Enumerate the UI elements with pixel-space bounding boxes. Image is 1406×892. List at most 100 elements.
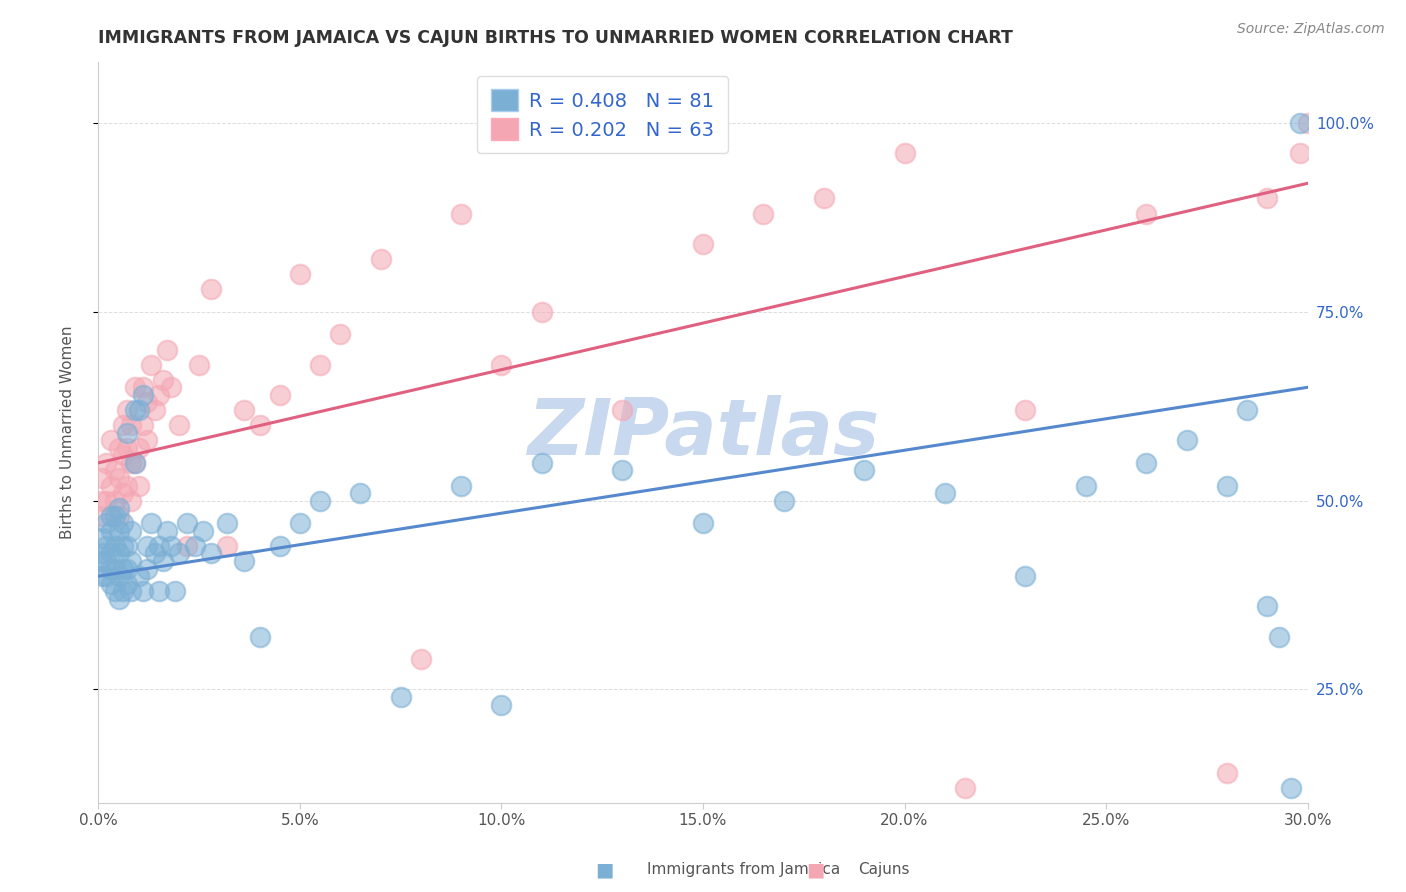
Text: ■: ■ [595,860,614,880]
Point [107,547,129,561]
Point [1074,478,1097,492]
Point [111,418,134,433]
Point [128,403,150,417]
Y-axis label: Births to Unmarried Women: Births to Unmarried Women [60,326,75,540]
Point [132,418,155,433]
Point [1175,433,1198,447]
Point [1256,599,1278,614]
Point [91,532,114,546]
Point [96,554,118,568]
Point [115,425,138,440]
Legend: R = 0.408   N = 81, R = 0.202   N = 63: R = 0.408 N = 81, R = 0.202 N = 63 [477,76,728,153]
Point [953,780,976,795]
Point [409,652,432,666]
Point [143,403,166,417]
Point [120,584,142,599]
Point [115,576,138,591]
Point [120,493,142,508]
Point [167,547,190,561]
Text: Source: ZipAtlas.com: Source: ZipAtlas.com [1237,22,1385,37]
Point [813,191,835,205]
Point [893,146,915,161]
Point [160,380,183,394]
Point [107,524,129,538]
Point [103,463,125,477]
Point [156,524,179,538]
Point [309,358,332,372]
Point [120,456,142,470]
Point [100,433,122,447]
Point [96,493,118,508]
Point [309,493,332,508]
Point [91,471,114,485]
Point [103,561,125,575]
Point [752,206,775,220]
Point [148,388,170,402]
Point [100,576,122,591]
Point [148,539,170,553]
Text: ■: ■ [806,860,825,880]
Point [1268,630,1291,644]
Point [217,516,239,531]
Point [111,561,134,575]
Point [96,539,118,553]
Point [450,206,472,220]
Point [853,463,876,477]
Point [269,388,291,402]
Point [288,267,311,281]
Point [193,524,215,538]
Point [1236,403,1258,417]
Point [115,561,138,575]
Point [692,236,714,251]
Point [91,569,114,583]
Point [612,463,634,477]
Point [103,508,125,523]
Point [1288,116,1310,130]
Point [1288,146,1310,161]
Point [329,327,352,342]
Point [143,547,166,561]
Point [349,486,371,500]
Point [103,584,125,599]
Point [530,456,553,470]
Point [217,539,239,553]
Point [115,403,138,417]
Point [124,380,146,394]
Text: IMMIGRANTS FROM JAMAICA VS CAJUN BIRTHS TO UNMARRIED WOMEN CORRELATION CHART: IMMIGRANTS FROM JAMAICA VS CAJUN BIRTHS … [98,29,1014,47]
Point [491,358,513,372]
Point [107,501,129,516]
Point [115,478,138,492]
Point [288,516,311,531]
Point [612,403,634,417]
Point [120,554,142,568]
Point [200,547,222,561]
Point [107,471,129,485]
Point [100,524,122,538]
Point [107,508,129,523]
Point [111,448,134,462]
Point [139,516,162,531]
Point [530,304,553,318]
Point [135,395,157,409]
Point [100,547,122,561]
Point [96,569,118,583]
Point [772,493,794,508]
Point [269,539,291,553]
Point [232,554,254,568]
Point [115,539,138,553]
Point [103,539,125,553]
Point [111,486,134,500]
Point [152,373,174,387]
Point [156,343,179,357]
Point [124,456,146,470]
Point [107,591,129,606]
Point [128,478,150,492]
Point [111,584,134,599]
Point [103,493,125,508]
Point [249,630,271,644]
Point [1216,478,1239,492]
Point [160,539,183,553]
Point [450,478,472,492]
Point [111,539,134,553]
Point [1296,116,1319,130]
